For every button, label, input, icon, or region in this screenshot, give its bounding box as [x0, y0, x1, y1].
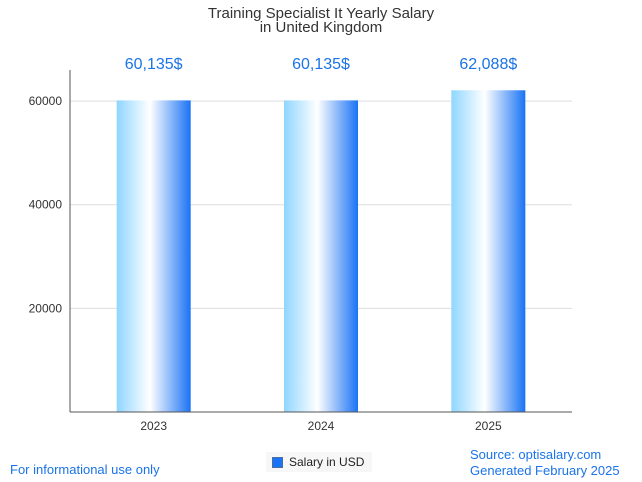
legend-label: Salary in USD — [289, 455, 365, 469]
y-tick-label: 40000 — [29, 198, 63, 212]
chart-title-line-2: in United Kingdom — [260, 19, 383, 36]
bar — [284, 100, 358, 413]
bar — [116, 100, 191, 413]
y-tick-label: 60000 — [29, 94, 63, 108]
legend-swatch-icon — [272, 456, 283, 468]
bar — [451, 90, 526, 412]
source-block: Source: optisalary.com Generated Februar… — [470, 447, 620, 479]
chart-title-line-1: Training Specialist It Yearly Salary — [208, 5, 435, 22]
disclaimer-text: For informational use only — [10, 462, 160, 477]
source-text: Source: optisalary.com — [470, 447, 602, 462]
data-label: 60,135$ — [125, 56, 183, 73]
x-tick-label: 2023 — [140, 419, 167, 433]
y-tick-label: 20000 — [29, 301, 63, 315]
generated-text: Generated February 2025 — [470, 463, 620, 478]
x-tick-label: 2024 — [308, 419, 335, 433]
x-tick-label: 2025 — [475, 419, 502, 433]
data-label: 62,088$ — [459, 56, 517, 73]
data-label: 60,135$ — [292, 56, 350, 73]
chart-legend: Salary in USD — [266, 452, 373, 472]
